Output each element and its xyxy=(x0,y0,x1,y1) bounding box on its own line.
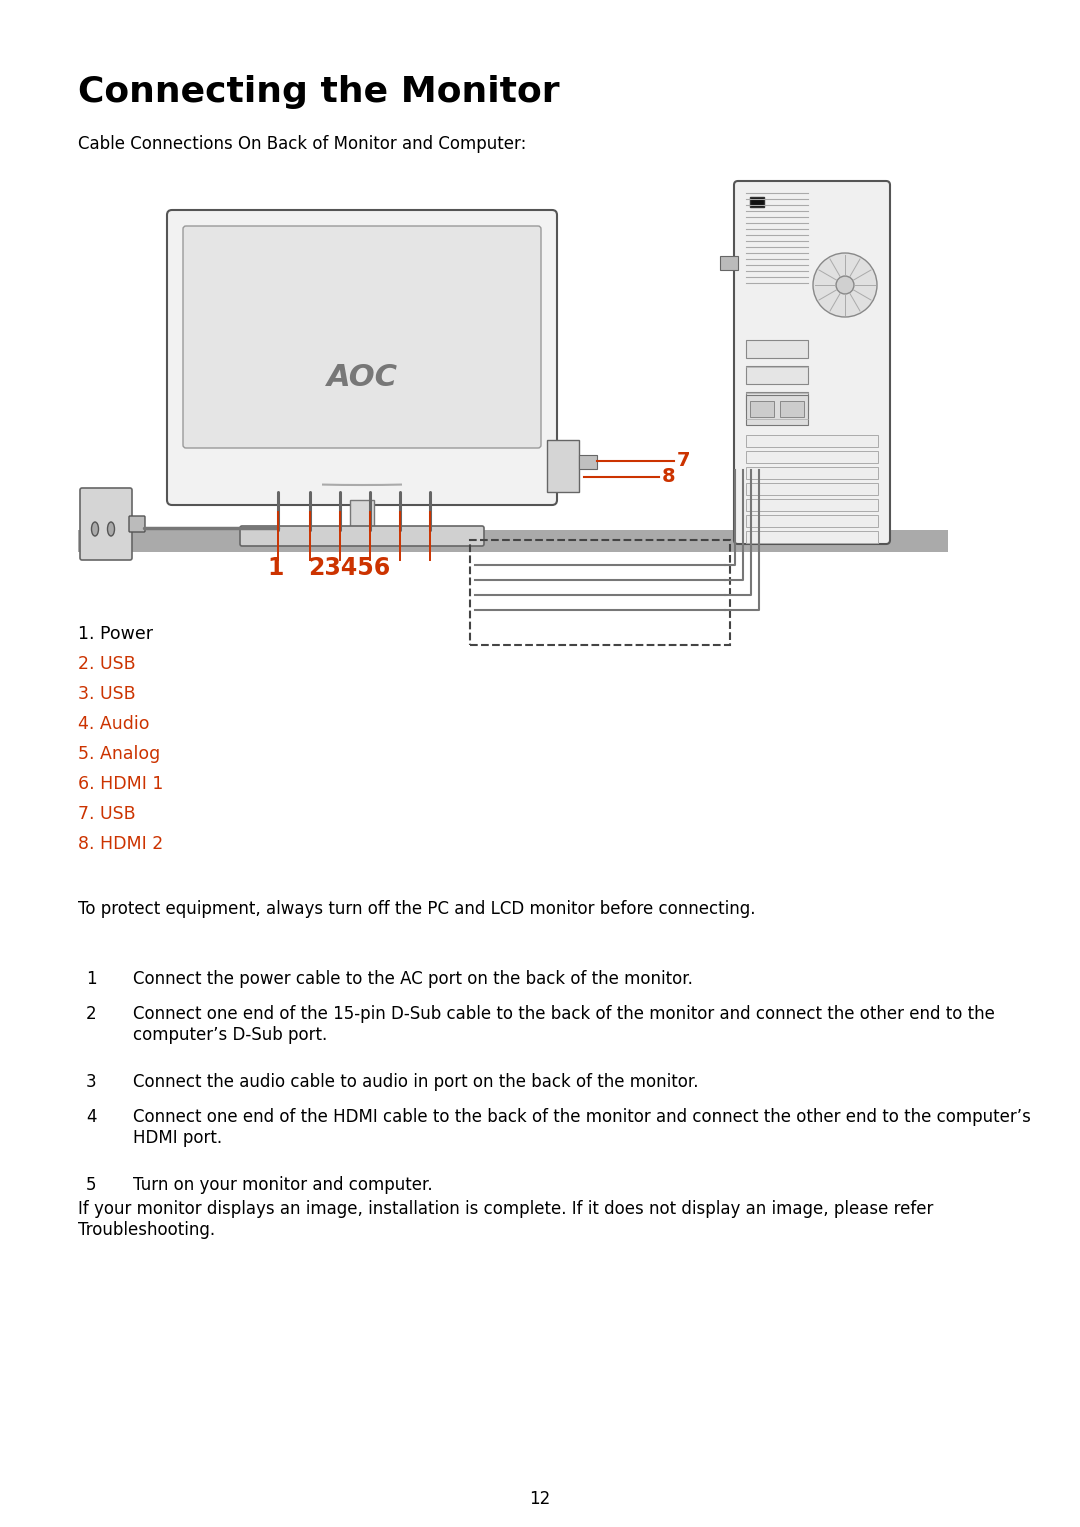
Bar xyxy=(746,483,878,495)
Text: 1: 1 xyxy=(86,970,96,988)
Text: 4: 4 xyxy=(86,1109,96,1125)
Bar xyxy=(750,197,764,208)
Bar xyxy=(746,467,878,479)
Bar xyxy=(746,515,878,527)
Text: 8: 8 xyxy=(662,467,676,487)
Bar xyxy=(780,402,804,417)
Circle shape xyxy=(813,253,877,318)
Bar xyxy=(350,499,374,528)
Text: Connect the audio cable to audio in port on the back of the monitor.: Connect the audio cable to audio in port… xyxy=(133,1073,699,1090)
Bar xyxy=(78,530,948,551)
FancyBboxPatch shape xyxy=(129,516,145,531)
Text: Cable Connections On Back of Monitor and Computer:: Cable Connections On Back of Monitor and… xyxy=(78,134,526,153)
Text: 3. USB: 3. USB xyxy=(78,686,136,702)
Text: 2. USB: 2. USB xyxy=(78,655,136,673)
Text: 1: 1 xyxy=(268,556,284,580)
Bar xyxy=(746,395,808,425)
Circle shape xyxy=(836,276,854,295)
FancyBboxPatch shape xyxy=(183,226,541,447)
Text: 6. HDMI 1: 6. HDMI 1 xyxy=(78,776,163,793)
Text: 7: 7 xyxy=(677,452,690,470)
Text: 7. USB: 7. USB xyxy=(78,805,136,823)
Bar xyxy=(746,341,808,357)
Bar xyxy=(470,541,730,644)
Bar xyxy=(746,392,808,411)
FancyBboxPatch shape xyxy=(240,525,484,547)
Text: 4. Audio: 4. Audio xyxy=(78,715,149,733)
Text: Connect one end of the HDMI cable to the back of the monitor and connect the oth: Connect one end of the HDMI cable to the… xyxy=(133,1109,1031,1147)
Text: 12: 12 xyxy=(529,1490,551,1509)
Bar xyxy=(746,531,878,544)
Ellipse shape xyxy=(108,522,114,536)
Bar xyxy=(579,455,597,469)
Text: 2: 2 xyxy=(86,1005,96,1023)
Text: 5: 5 xyxy=(86,1176,96,1194)
Bar xyxy=(750,402,774,417)
Text: Turn on your monitor and computer.: Turn on your monitor and computer. xyxy=(133,1176,433,1194)
Text: Connecting the Monitor: Connecting the Monitor xyxy=(78,75,559,108)
FancyBboxPatch shape xyxy=(734,182,890,544)
Text: 1. Power: 1. Power xyxy=(78,625,153,643)
Text: 3: 3 xyxy=(86,1073,96,1090)
Bar xyxy=(546,440,579,492)
Bar xyxy=(746,435,878,447)
Bar xyxy=(746,366,808,383)
Text: Connect the power cable to the AC port on the back of the monitor.: Connect the power cable to the AC port o… xyxy=(133,970,693,988)
Text: 23456: 23456 xyxy=(308,556,390,580)
Bar xyxy=(746,499,878,512)
Text: 5. Analog: 5. Analog xyxy=(78,745,160,764)
Bar xyxy=(746,450,878,463)
Text: Connect one end of the 15-pin D-Sub cable to the back of the monitor and connect: Connect one end of the 15-pin D-Sub cabl… xyxy=(133,1005,995,1044)
Ellipse shape xyxy=(92,522,98,536)
Text: 8. HDMI 2: 8. HDMI 2 xyxy=(78,835,163,854)
FancyBboxPatch shape xyxy=(80,489,132,560)
Text: To protect equipment, always turn off the PC and LCD monitor before connecting.: To protect equipment, always turn off th… xyxy=(78,899,756,918)
FancyBboxPatch shape xyxy=(167,211,557,505)
Bar xyxy=(720,257,738,270)
Text: If your monitor displays an image, installation is complete. If it does not disp: If your monitor displays an image, insta… xyxy=(78,1200,933,1238)
Text: AOC: AOC xyxy=(326,362,397,391)
